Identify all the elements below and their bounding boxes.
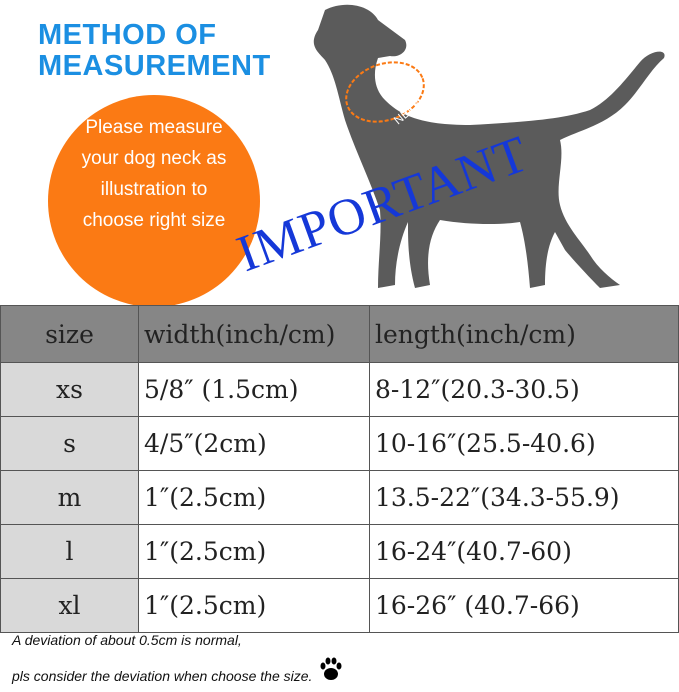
cell-width: 1″(2.5cm) [138,470,370,525]
cell-size: xs [0,362,139,417]
title-line2: MEASUREMENT [38,50,271,82]
cell-width: 1″(2.5cm) [138,524,370,579]
table-row: l 1″(2.5cm) 16-24″(40.7-60) [0,524,679,579]
table-row: m 1″(2.5cm) 13.5-22″(34.3-55.9) [0,470,679,525]
cell-size: xl [0,578,139,633]
table-row: xl 1″(2.5cm) 16-26″ (40.7-66) [0,578,679,633]
cell-size: m [0,470,139,525]
instruction-text: Please measure your dog neck as illustra… [81,117,227,231]
cell-width: 1″(2.5cm) [138,578,370,633]
note-line2: pls consider the deviation when choose t… [12,668,313,684]
cell-length: 13.5-22″(34.3-55.9) [369,470,679,525]
cell-length: 16-26″ (40.7-66) [369,578,679,633]
note-line1: A deviation of about 0.5cm is normal, [12,632,242,648]
header-length: length(inch/cm) [369,305,679,363]
cell-length: 16-24″(40.7-60) [369,524,679,579]
paw-icon [320,657,342,680]
table-row: xs 5/8″ (1.5cm) 8-12″(20.3-30.5) [0,362,679,417]
table-row: s 4/5″(2cm) 10-16″(25.5-40.6) [0,416,679,471]
instruction-circle [48,95,260,307]
title: METHOD OF MEASUREMENT [38,20,271,82]
header-size: size [0,305,139,363]
cell-width: 5/8″ (1.5cm) [138,362,370,417]
cell-length: 8-12″(20.3-30.5) [369,362,679,417]
cell-size: l [0,524,139,579]
cell-width: 4/5″(2cm) [138,416,370,471]
title-line1: METHOD OF [38,19,217,51]
cell-size: s [0,416,139,471]
dog-silhouette-icon: NECK [313,4,665,289]
header-width: width(inch/cm) [138,305,370,363]
size-table: size width(inch/cm) length(inch/cm) xs 5… [0,305,679,633]
table-header: size width(inch/cm) length(inch/cm) [0,305,679,363]
cell-length: 10-16″(25.5-40.6) [369,416,679,471]
